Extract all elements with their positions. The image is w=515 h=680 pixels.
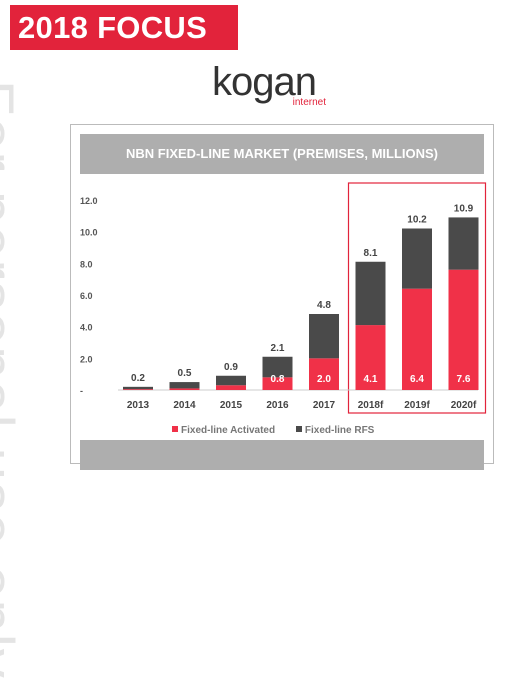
x-tick-label: 2018f xyxy=(358,400,384,411)
bar-activated xyxy=(309,358,339,390)
y-tick-label: - xyxy=(80,386,83,396)
total-label: 2.1 xyxy=(271,343,285,354)
x-tick-label: 2016 xyxy=(266,400,289,411)
legend-label-activated: Fixed-line Activated xyxy=(181,425,276,436)
legend-item-rfs: Fixed-line RFS xyxy=(295,425,375,436)
y-tick-label: 8.0 xyxy=(80,259,93,269)
bar-rfs xyxy=(169,382,200,389)
y-tick-label: 10.0 xyxy=(80,228,98,238)
bar-rfs xyxy=(309,314,339,359)
x-tick-label: 2015 xyxy=(220,400,243,411)
x-tick-label: 2014 xyxy=(173,400,196,411)
kogan-logo: kogan internet xyxy=(212,60,332,110)
total-label: 0.9 xyxy=(224,362,238,373)
bar-activated xyxy=(169,388,200,390)
forecast-highlight-box xyxy=(347,182,487,414)
bar-activated xyxy=(262,377,293,390)
bar-rfs xyxy=(262,356,293,378)
total-label: 4.8 xyxy=(317,300,331,311)
bar-rfs xyxy=(216,375,246,386)
bar-rfs xyxy=(123,386,153,390)
y-tick-label: 12.0 xyxy=(80,196,98,206)
bar-activated xyxy=(123,389,153,390)
activated-label: 0.8 xyxy=(271,374,285,385)
legend-swatch-activated xyxy=(172,426,178,432)
bar-activated xyxy=(402,288,432,390)
activated-label: 2.0 xyxy=(317,374,331,385)
x-tick-label: 2013 xyxy=(127,400,150,411)
total-label: 10.9 xyxy=(454,203,474,214)
bar-rfs xyxy=(355,261,386,326)
logo-word: kogan xyxy=(212,60,317,104)
x-tick-label: 2020f xyxy=(451,400,477,411)
total-label: 0.2 xyxy=(131,373,145,384)
bar-rfs xyxy=(402,228,432,289)
legend-label-rfs: Fixed-line RFS xyxy=(304,425,375,436)
activated-label: 7.6 xyxy=(457,374,471,385)
bar-activated xyxy=(355,325,386,390)
legend-swatch-rfs xyxy=(295,426,302,432)
x-tick-label: 2019f xyxy=(404,400,430,411)
chart-legend: Fixed-line Activated Fixed-line RFS xyxy=(172,425,392,436)
y-tick-label: 2.0 xyxy=(80,354,93,364)
y-tick-label: 6.0 xyxy=(80,291,93,301)
stacked-bar-chart: - 2.0 4.0 6.0 8.0 10.0 12.0 0.2 2013 0.5 2014 0.9 20… xyxy=(80,182,487,414)
y-tick-label: 4.0 xyxy=(80,323,93,333)
chart-title: NBN FIXED-LINE MARKET (PREMISES, MILLION… xyxy=(80,134,484,174)
bar-activated xyxy=(216,385,246,390)
logo-sub: internet xyxy=(292,97,326,108)
activated-label: 4.1 xyxy=(364,374,378,385)
total-label: 8.1 xyxy=(364,248,378,259)
x-tick-label: 2017 xyxy=(313,400,336,411)
bar-rfs xyxy=(448,217,479,270)
total-label: 10.2 xyxy=(407,215,427,226)
focus-badge: 2018 FOCUS xyxy=(10,5,238,50)
bar-activated xyxy=(448,269,479,390)
activated-label: 6.4 xyxy=(410,374,424,385)
total-label: 0.5 xyxy=(178,368,192,379)
legend-item-activated: Fixed-line Activated xyxy=(172,425,275,436)
